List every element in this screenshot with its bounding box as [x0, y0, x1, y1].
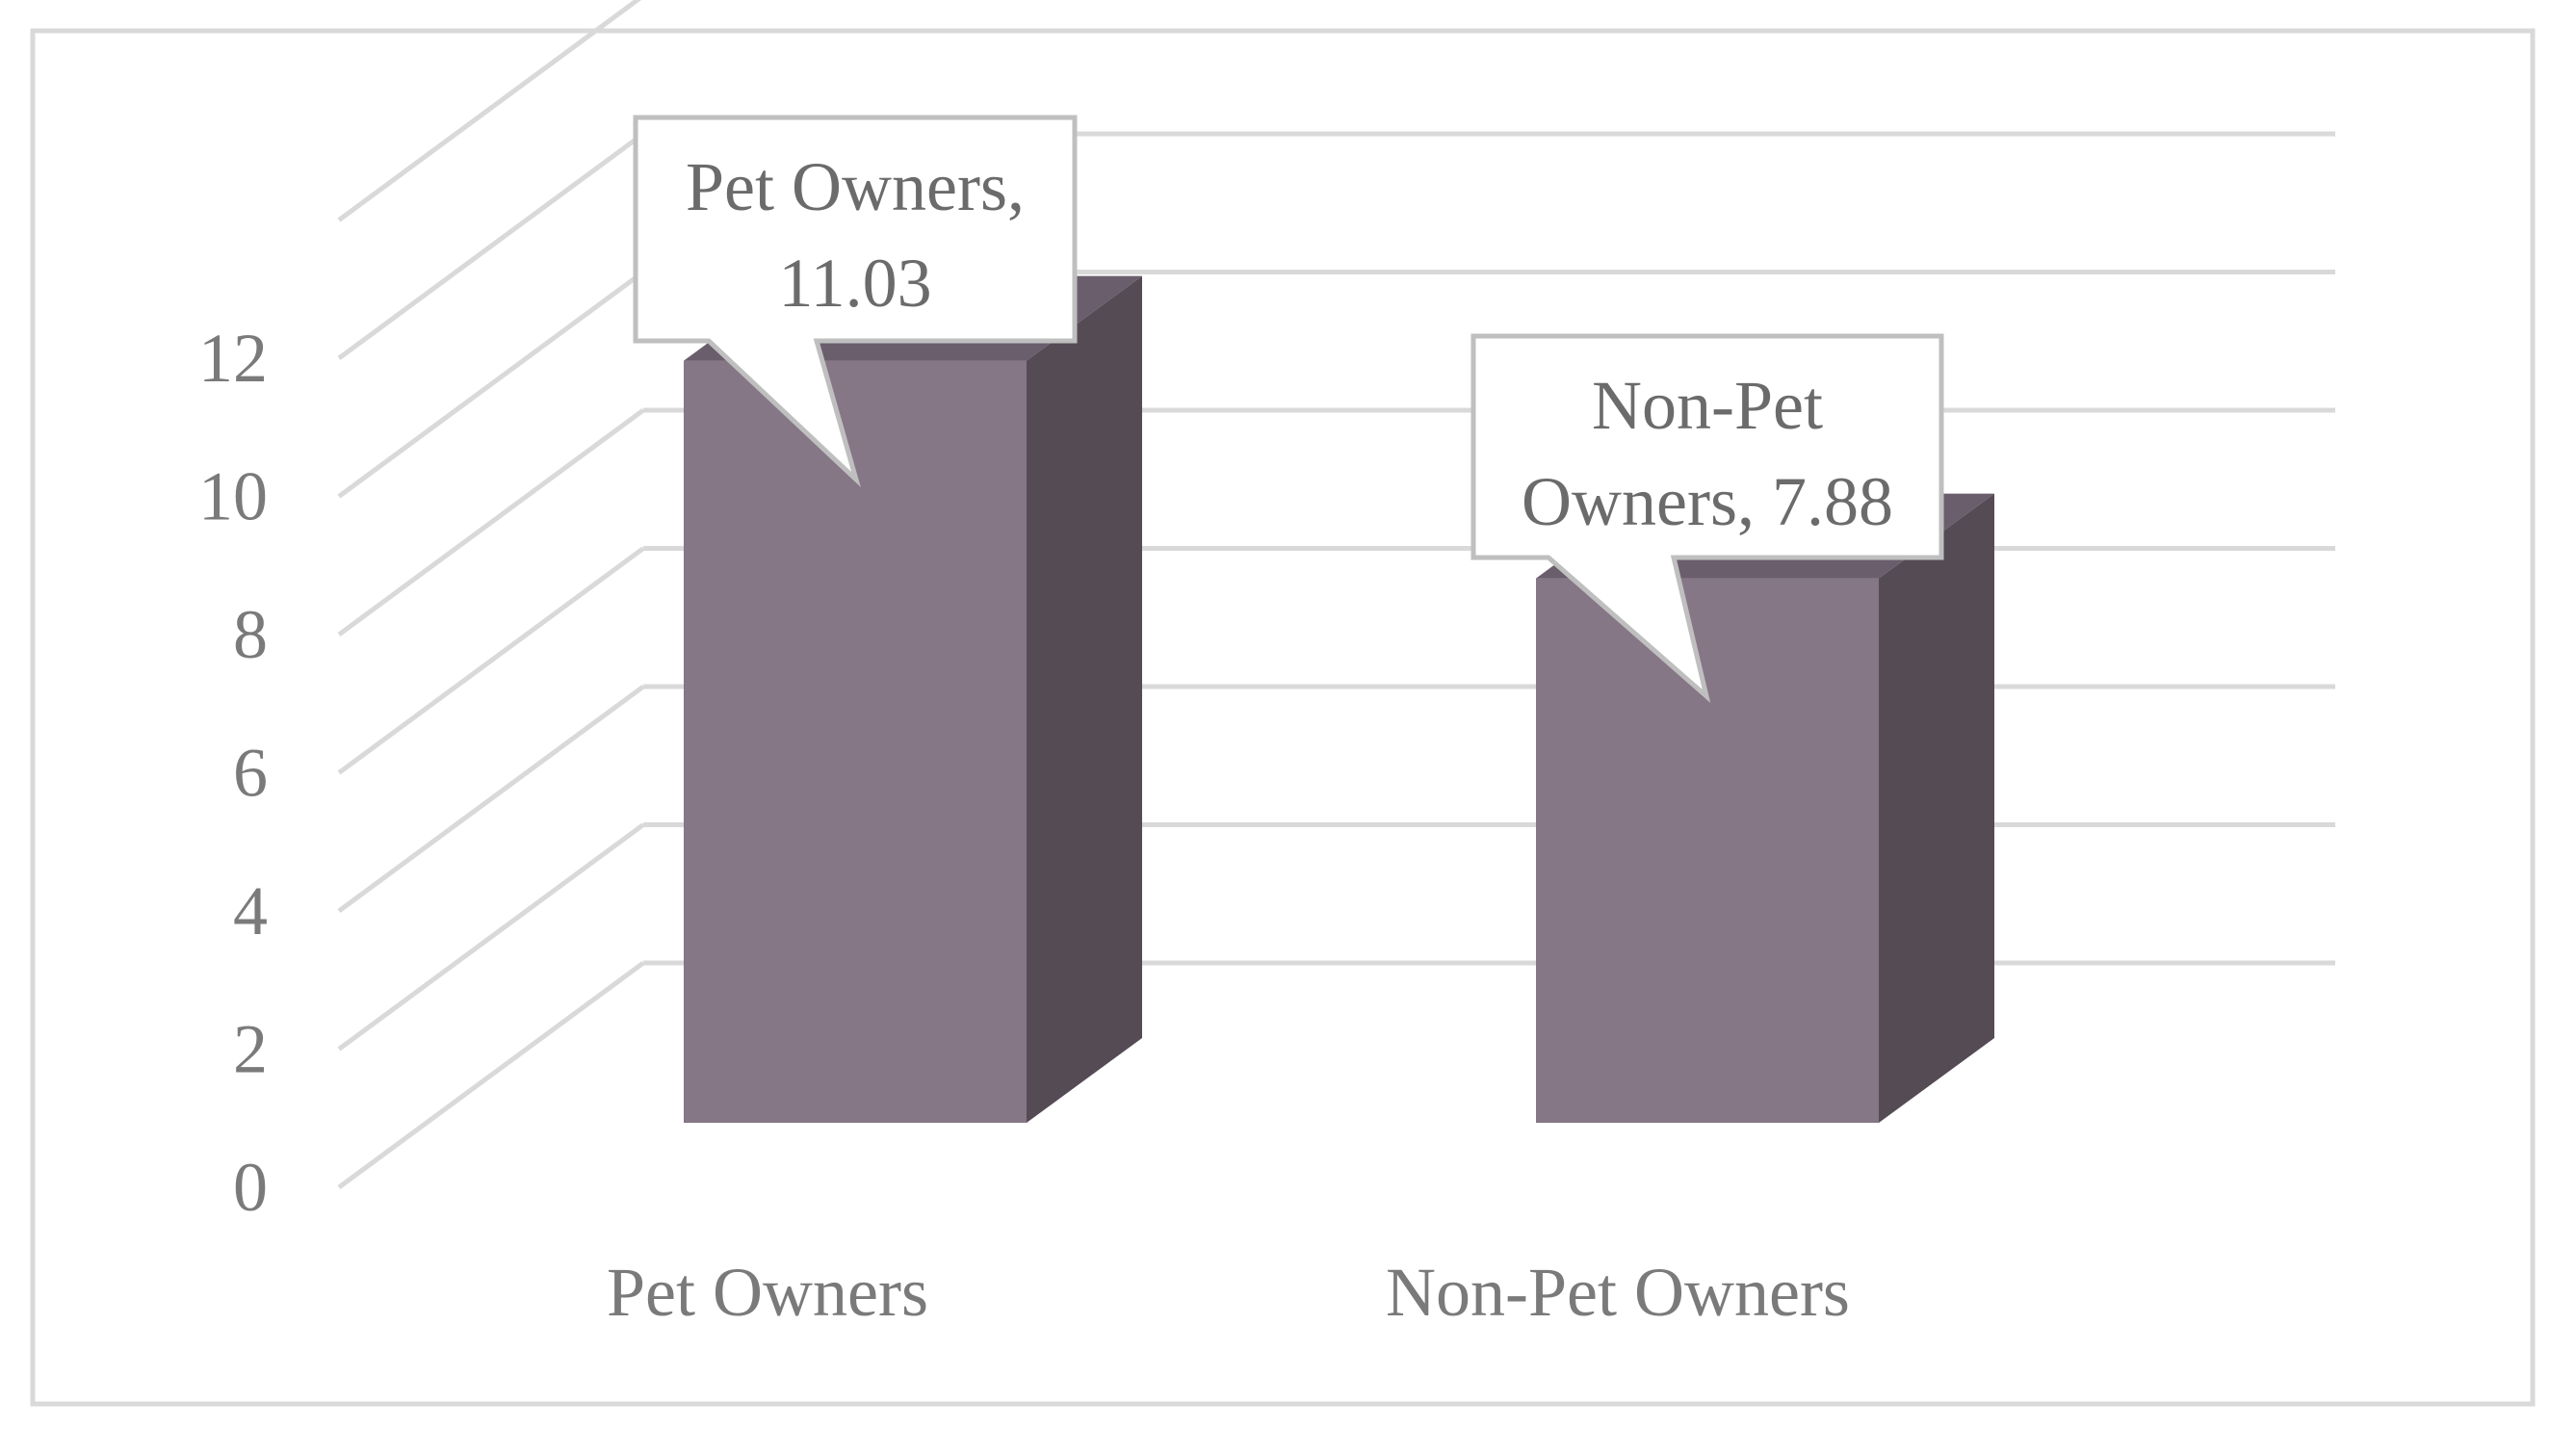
chart-border [30, 28, 2536, 1407]
gridline-diagonal [337, 546, 645, 775]
bar-side-face [1027, 275, 1142, 1123]
gridline-diagonal [337, 822, 645, 1052]
data-label-callout: Pet Owners, 11.03 [633, 115, 1078, 488]
y-tick-label: 0 [233, 1149, 268, 1226]
data-label-text: Pet Owners, [686, 148, 1025, 225]
gridline-diagonal [337, 270, 645, 499]
gridline-diagonal [337, 407, 645, 637]
callout-box [633, 115, 1078, 488]
data-label-text: Non-Pet [1592, 367, 1823, 444]
y-axis-ticks: 0 2 4 6 8 10 12 [198, 320, 268, 1226]
y-tick-label: 4 [233, 872, 268, 949]
x-axis-categories: Pet Owners Non-Pet Owners [607, 1254, 1850, 1331]
data-labels: Pet Owners, 11.03 Non-Pet Owners, 7.88 [633, 115, 1944, 704]
y-tick-label: 2 [233, 1011, 268, 1088]
gridline-diagonal [337, 131, 645, 361]
gridline-diagonal [337, 960, 645, 1190]
x-category-label: Pet Owners [607, 1254, 928, 1331]
y-tick-label: 12 [198, 320, 268, 397]
data-label-text: Owners, 7.88 [1522, 463, 1893, 540]
y-tick-label: 10 [198, 458, 268, 535]
gridline-diagonal [337, 684, 645, 914]
bar [684, 275, 1142, 1123]
x-category-label: Non-Pet Owners [1386, 1254, 1850, 1331]
y-tick-label: 6 [233, 735, 268, 812]
data-label-callout: Non-Pet Owners, 7.88 [1470, 333, 1944, 704]
gridline-diagonal [337, 0, 642, 222]
bar-front-face [684, 360, 1027, 1123]
y-tick-label: 8 [233, 596, 268, 673]
data-label-text: 11.03 [778, 245, 931, 322]
bar-front-face [1536, 578, 1879, 1123]
bar-side-face [1879, 493, 1994, 1123]
callout-box [1470, 333, 1944, 704]
